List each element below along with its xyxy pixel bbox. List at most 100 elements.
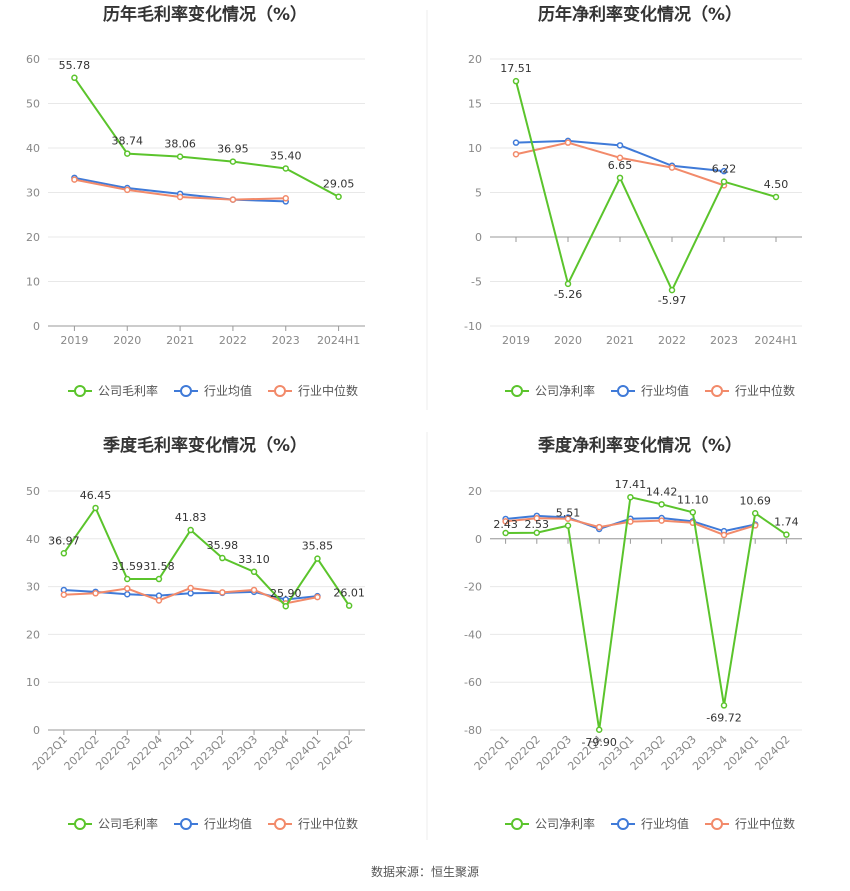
legend-item[interactable]: 行业中位数 [705,816,795,831]
data-point [124,590,131,598]
x-tick-label: 2020 [113,334,141,347]
x-tick-label: 2019 [60,334,88,347]
y-tick-label: 40 [26,142,40,155]
data-point [627,493,634,501]
data-point [250,586,258,594]
data-point [60,591,68,598]
series-line [515,80,777,293]
data-point [512,150,520,158]
y-tick-label: 40 [26,533,40,546]
data-point [219,589,226,596]
y-tick-label: 15 [468,98,482,111]
data-point [314,555,321,562]
legend-label: 公司净利率 [535,383,595,398]
legend-marker-icon [74,385,86,397]
legend-label: 公司毛利率 [98,383,158,398]
legend-item[interactable]: 行业均值 [174,816,252,831]
data-label: 36.97 [48,534,80,547]
x-tick-label: 2021 [606,334,634,347]
company-series [502,493,790,734]
data-point [720,531,728,539]
legend-marker-icon [617,818,629,830]
data-point [92,590,99,597]
legend-marker-icon [511,385,523,397]
y-tick-label: 10 [26,676,40,689]
legend-item[interactable]: 行业均值 [611,383,689,398]
data-point [658,517,665,524]
y-tick-label: 5 [475,187,482,200]
legend-item[interactable]: 行业均值 [611,816,689,831]
legend-label: 行业中位数 [735,383,795,398]
data-point [229,158,237,165]
data-label: 31.58 [143,560,175,573]
annual-net-margin-chart: 历年净利率变化情况（%） -10 -5 0 5 10 15 20 2019 2020 2021 20… [464,4,802,398]
legend-item[interactable]: 行业中位数 [268,816,358,831]
legend-label: 行业中位数 [735,816,795,831]
legend-label: 行业均值 [641,816,689,831]
company-series [71,74,342,200]
y-tick-label: 20 [26,628,40,641]
industry-median-series [71,176,289,203]
data-point [282,602,289,610]
legend-item[interactable]: 行业中位数 [268,383,358,398]
legend-marker-icon [274,818,286,830]
data-label: 35.40 [270,149,302,162]
y-tick-label: -40 [464,628,482,641]
legend-item[interactable]: 公司毛利率 [68,383,158,398]
data-point [92,504,99,512]
data-point [564,522,572,529]
data-label: 26.01 [333,587,365,600]
company-series [60,504,353,610]
data-label: 17.51 [500,62,532,75]
legend-item[interactable]: 行业均值 [174,383,252,398]
data-point [282,165,289,172]
data-label: 2.43 [493,518,518,531]
y-tick-label: 0 [475,533,482,546]
legend-marker-icon [711,818,723,830]
data-label: 46.45 [80,489,112,502]
data-point [282,195,289,202]
data-point [187,526,194,534]
company-series [512,77,780,294]
data-point [668,164,676,171]
data-point [668,286,676,294]
data-point [155,597,163,604]
legend-item[interactable]: 公司净利率 [505,383,595,398]
legend-label: 行业中位数 [298,816,358,831]
data-point [564,280,572,288]
x-tick-label: 2024Q2 [315,733,355,773]
y-tick-label: 0 [33,320,40,333]
data-point [564,139,572,146]
data-point [71,176,78,183]
legend-item[interactable]: 公司净利率 [505,816,595,831]
chart-title: 历年净利率变化情况（%） [538,4,742,25]
data-source-note: 数据来源：恒生聚源 [371,864,479,879]
data-label: 36.95 [217,143,249,156]
legend-item[interactable]: 行业中位数 [705,383,795,398]
data-label: 1.74 [774,516,799,529]
y-tick-label: -10 [464,320,482,333]
x-tick-label: 2021 [166,334,194,347]
data-point [512,77,520,85]
annual-gross-margin-chart: 历年毛利率变化情况（%） 0 10 20 30 40 50 60 2019 2020 2021 20… [26,4,365,398]
data-label: 11.10 [677,493,709,506]
data-label: 17.41 [615,478,647,491]
data-label: 41.83 [175,511,207,524]
y-tick-label: 10 [468,142,482,155]
data-label: 33.10 [238,553,270,566]
data-label: 55.78 [59,59,91,72]
quarterly-net-margin-chart: 季度净利率变化情况（%） -80-60-40-200202022Q12022Q2… [464,435,802,831]
legend-item[interactable]: 公司毛利率 [68,816,158,831]
x-tick-label: 2022 [219,334,247,347]
x-tick-label: 2024Q2 [752,733,792,773]
legend-marker-icon [617,385,629,397]
y-tick-label: 20 [468,485,482,498]
data-point [187,590,194,597]
y-tick-label: -5 [471,276,482,289]
legend-label: 公司净利率 [535,816,595,831]
data-label: 14.42 [646,485,678,498]
data-point [720,178,728,185]
chart-title: 历年毛利率变化情况（%） [103,4,307,25]
data-point [335,193,342,200]
